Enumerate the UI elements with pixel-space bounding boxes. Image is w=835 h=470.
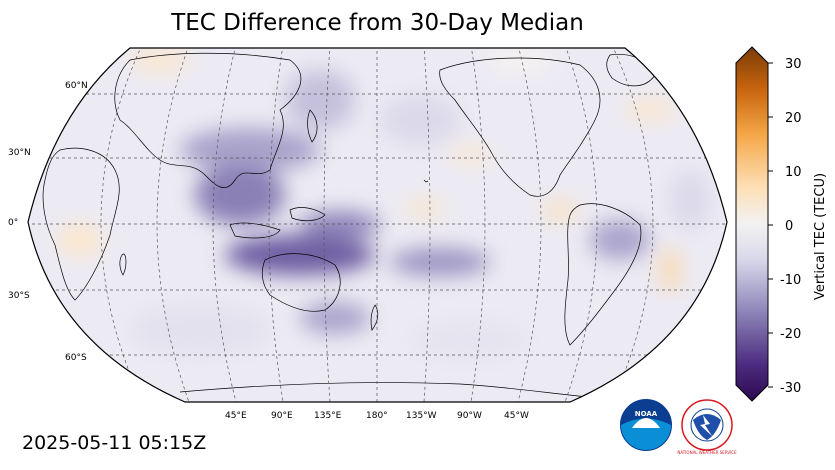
noaa-logo-icon: NOAA bbox=[620, 399, 672, 451]
tec-field bbox=[58, 48, 710, 360]
colorbar-tick-neg30: -30 bbox=[780, 381, 801, 396]
noaa-logo-text: NOAA bbox=[635, 410, 658, 418]
graticule bbox=[28, 48, 727, 402]
lat-label-30n: 30°N bbox=[8, 148, 31, 158]
colorbar-tick-neg10: -10 bbox=[780, 273, 801, 288]
figure-title: TEC Difference from 30-Day Median bbox=[171, 10, 584, 36]
colorbar-tick-10: 10 bbox=[785, 165, 802, 180]
lat-label-0: 0° bbox=[8, 218, 18, 228]
map-area bbox=[28, 48, 727, 402]
colorbar: 30 20 10 0 -10 -20 -30 Vertical TEC (TEC… bbox=[735, 46, 828, 402]
lon-label-180: 180° bbox=[366, 411, 388, 421]
colorbar-tick-30: 30 bbox=[785, 57, 802, 72]
lon-label-45e: 45°E bbox=[225, 411, 247, 421]
lon-label-135e: 135°E bbox=[314, 411, 342, 421]
lon-label-90w: 90°W bbox=[457, 411, 482, 421]
lon-label-45w: 45°W bbox=[504, 411, 529, 421]
nws-logo-icon: NATIONAL WEATHER SERVICE bbox=[677, 399, 737, 455]
colorbar-label: Vertical TEC (TECU) bbox=[813, 173, 828, 300]
colorbar-tick-neg20: -20 bbox=[780, 327, 801, 342]
lat-label-30s: 30°S bbox=[8, 291, 30, 301]
lon-label-90e: 90°E bbox=[271, 411, 293, 421]
lon-label-135w: 135°W bbox=[406, 411, 437, 421]
timestamp: 2025-05-11 05:15Z bbox=[22, 432, 207, 454]
lat-label-60s: 60°S bbox=[65, 353, 87, 363]
map-border bbox=[27, 47, 728, 403]
nws-logo-text: NATIONAL WEATHER SERVICE bbox=[677, 450, 737, 455]
colorbar-bar bbox=[735, 46, 769, 402]
colorbar-tick-20: 20 bbox=[785, 111, 802, 126]
colorbar-tick-0: 0 bbox=[785, 219, 793, 234]
lat-label-60n: 60°N bbox=[65, 81, 88, 91]
coastlines bbox=[42, 52, 656, 399]
